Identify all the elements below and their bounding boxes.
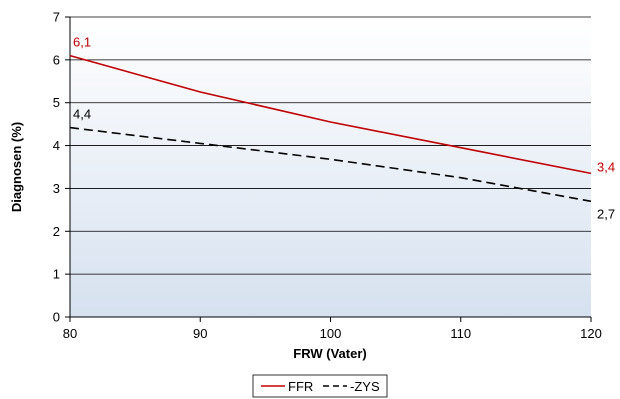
y-tick-label: 0	[53, 310, 60, 325]
axes	[65, 16, 592, 322]
series-lines	[69, 54, 592, 203]
data-label-end: 2,7	[597, 206, 615, 221]
x-tick-label: 80	[63, 326, 77, 341]
x-tick-label: 120	[580, 326, 602, 341]
y-tick-label: 4	[53, 138, 60, 153]
y-tick-label: 5	[53, 95, 60, 110]
data-labels: 6,1 3,4 4,4 2,7	[73, 35, 615, 222]
legend: FFR -ZYS	[252, 374, 388, 398]
y-tick-label: 7	[53, 10, 60, 25]
y-tick-label: 3	[53, 181, 60, 196]
x-tick-label: 100	[320, 326, 342, 341]
y-tick-label: 6	[53, 52, 60, 67]
legend-label: FFR	[288, 379, 313, 394]
series-line-1	[69, 54, 592, 175]
tick-labels: 0 1 2 3 4 5 6 7 80 90 100 110 120	[53, 10, 602, 342]
x-tick-label: 90	[193, 326, 207, 341]
legend-box	[252, 374, 388, 398]
legend-label: -ZYS	[350, 379, 380, 394]
y-axis-title: Diagnosen (%)	[9, 122, 24, 212]
series-line-2	[69, 126, 592, 203]
x-axis-title: FRW (Vater)	[293, 346, 366, 361]
x-tick-label: 110	[450, 326, 471, 341]
plot-background	[70, 17, 591, 317]
data-label-start: 6,1	[73, 35, 91, 50]
data-label-start: 4,4	[73, 107, 91, 122]
y-tick-label: 2	[53, 224, 60, 239]
gridlines	[70, 16, 591, 275]
data-label-end: 3,4	[597, 159, 615, 174]
y-tick-label: 1	[53, 267, 60, 282]
